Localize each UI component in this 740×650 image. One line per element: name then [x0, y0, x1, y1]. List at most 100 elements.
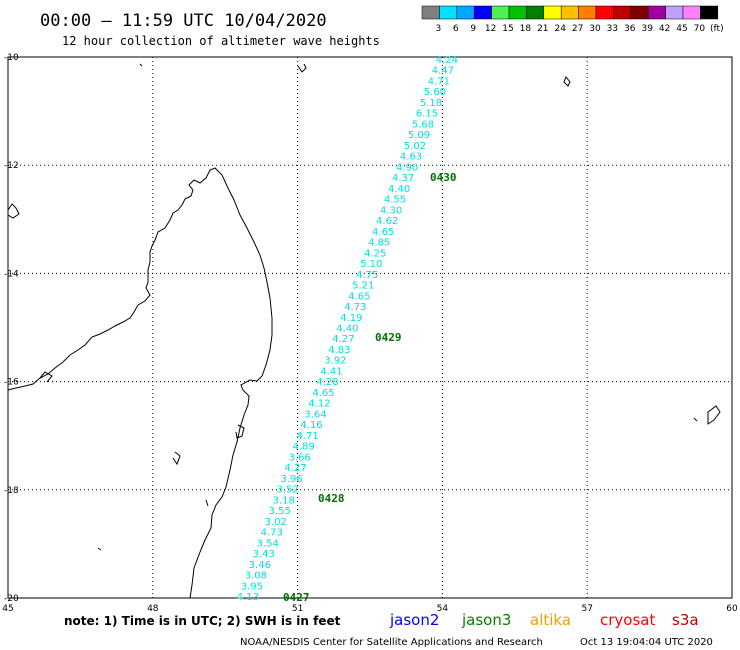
legend-swatch — [491, 5, 510, 20]
swh-value: 4.12 — [308, 399, 330, 410]
swh-value: 3.08 — [245, 571, 267, 582]
footer-generated: Oct 13 19:04:04 UTC 2020 — [580, 637, 713, 648]
lon-tick-label: 51 — [292, 604, 303, 614]
madagascar-bay-west — [39, 371, 53, 383]
satellite-name: jason3 — [461, 611, 511, 629]
swh-value: 4.73 — [261, 528, 283, 539]
swh-value: 4.27 — [284, 463, 306, 474]
map-title: 00:00 – 11:59 UTC 10/04/2020 — [40, 11, 327, 31]
lat-tick-label: -12 — [4, 161, 19, 171]
legend-swatch — [595, 5, 614, 20]
swh-value: 3.18 — [273, 495, 295, 506]
swh-value: 5.21 — [352, 281, 374, 292]
swh-value: 4.55 — [384, 195, 406, 206]
swh-value: 4.25 — [364, 248, 386, 259]
time-label: 0429 — [375, 331, 402, 344]
satellite-track: 4.244.474.715.605.186.155.685.095.024.63… — [237, 55, 458, 603]
swh-value: 4.47 — [432, 66, 454, 77]
lon-tick-label: 57 — [581, 604, 592, 614]
color-scale-legend: 3 6 9 12 15 18 21 24 27 30 33 36 39 42 45 70 (ft) — [421, 5, 724, 34]
legend-swatch — [700, 5, 719, 20]
legend-swatch — [543, 5, 562, 20]
legend-label: 39 — [641, 24, 653, 34]
legend-label: 36 — [624, 24, 636, 34]
legend-label: 18 — [520, 24, 532, 34]
lon-tick-label: 48 — [147, 604, 159, 614]
legend-swatch — [630, 5, 649, 20]
reef-islet-5 — [693, 417, 698, 422]
coastline — [7, 63, 721, 599]
legend-swatch — [508, 5, 527, 20]
nosy-be-island — [7, 203, 20, 219]
satellite-name: jason2 — [389, 611, 439, 629]
swh-value: 3.66 — [288, 452, 310, 463]
legend-swatch — [526, 5, 545, 20]
swh-value: 4.89 — [292, 442, 314, 453]
reef-islet-1 — [235, 424, 245, 439]
time-label: 0428 — [318, 492, 345, 505]
lon-tick-label: 45 — [2, 604, 13, 614]
track-time-labels: 0430 0429 0428 0427 — [283, 171, 457, 604]
swh-value: 6.15 — [416, 109, 438, 120]
legend-swatch — [578, 5, 597, 20]
lon-tick-label: 60 — [726, 604, 738, 614]
lat-tick-label: -20 — [4, 594, 19, 604]
swh-value: 5.18 — [420, 98, 442, 109]
swh-value: 3.46 — [249, 560, 271, 571]
swh-value: 5.10 — [360, 259, 382, 270]
swh-value: 4.90 — [396, 162, 418, 173]
legend-label: (ft) — [710, 24, 724, 34]
reef-islet-2 — [172, 451, 181, 466]
time-label: 0427 — [283, 591, 310, 604]
swh-value: 4.41 — [320, 366, 342, 377]
legend-label: 42 — [659, 24, 670, 34]
swh-value: 4.85 — [368, 238, 390, 249]
legend-swatch — [439, 5, 458, 20]
swh-value: 4.65 — [372, 227, 394, 238]
swh-value: 5.60 — [424, 87, 446, 98]
reef-islet-4 — [139, 63, 143, 67]
swh-value: 4.65 — [312, 388, 334, 399]
swh-value: 4.71 — [296, 431, 318, 442]
swh-value: 4.28 — [316, 377, 338, 388]
swh-value: 4.13 — [237, 592, 259, 603]
madagascar-coastline — [7, 167, 273, 599]
swh-value: 4.37 — [392, 173, 414, 184]
lat-tick-label: -14 — [4, 269, 19, 279]
legend-label: 70 — [694, 24, 706, 34]
satellite-name: cryosat — [600, 611, 655, 629]
swh-value: 4.62 — [376, 216, 398, 227]
satellite-name: altika — [530, 611, 571, 629]
swh-value: 3.64 — [304, 409, 326, 420]
map-subtitle: 12 hour collection of altimeter wave hei… — [62, 34, 380, 48]
swh-value: 4.19 — [340, 313, 362, 324]
legend-label: 30 — [589, 24, 601, 34]
legend-swatch — [647, 5, 666, 20]
reef-islet-6 — [205, 499, 209, 507]
swh-value: 4.24 — [436, 55, 458, 66]
legend-swatch — [473, 5, 492, 20]
swh-value: 5.68 — [412, 119, 434, 130]
swh-value: 4.30 — [380, 205, 402, 216]
satellite-name: s3a — [672, 611, 699, 629]
swh-value: 3.02 — [265, 517, 287, 528]
swh-value: 3.96 — [281, 474, 303, 485]
footer-credit: NOAA/NESDIS Center for Satellite Applica… — [240, 637, 543, 648]
swh-value: 4.83 — [328, 345, 350, 356]
swh-value: 4.40 — [388, 184, 410, 195]
legend-swatch — [613, 5, 632, 20]
swh-value: 4.65 — [348, 291, 370, 302]
lon-tick-label: 54 — [437, 604, 449, 614]
map-frame — [7, 56, 733, 599]
legend-swatch — [421, 5, 440, 20]
lat-tick-label: -18 — [4, 486, 19, 496]
gridlines — [8, 57, 732, 598]
swh-value: 4.40 — [336, 324, 358, 335]
legend-label: 3 — [436, 24, 442, 34]
swh-value: 4.63 — [400, 152, 422, 163]
swh-value: 5.02 — [404, 141, 426, 152]
swh-value: 3.55 — [269, 506, 291, 517]
legend-label: 15 — [502, 24, 513, 34]
legend-label: 27 — [572, 24, 583, 34]
